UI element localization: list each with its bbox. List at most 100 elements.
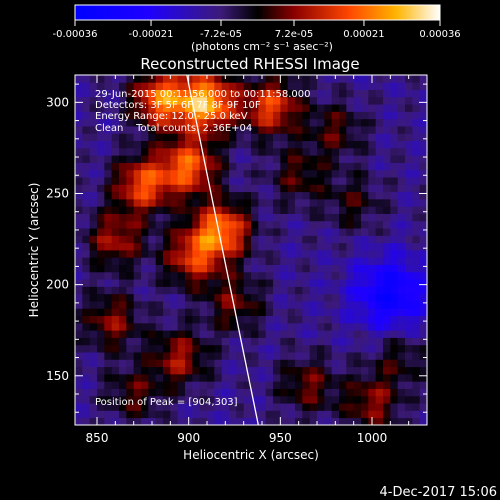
heatmap-cell	[280, 337, 289, 346]
heatmap-cell	[214, 198, 223, 207]
heatmap-cell	[383, 344, 391, 353]
heatmap-cell	[170, 198, 179, 207]
heatmap-cell	[361, 271, 369, 280]
heatmap-cell	[368, 250, 377, 258]
heatmap-cell	[126, 381, 135, 389]
heatmap-cell	[141, 126, 149, 134]
heatmap-cell	[397, 352, 406, 360]
heatmap-cell	[119, 403, 127, 411]
heatmap-cell	[361, 242, 369, 251]
heatmap-cell	[339, 352, 347, 360]
heatmap-cell	[331, 257, 340, 265]
heatmap-cell	[221, 410, 230, 419]
heatmap-cell	[251, 352, 259, 360]
heatmap-cell	[199, 330, 208, 338]
heatmap-cell	[170, 147, 179, 156]
heatmap-cell	[295, 213, 303, 222]
heatmap-cell	[309, 184, 318, 193]
heatmap-cell	[89, 169, 98, 178]
heatmap-cell	[133, 169, 142, 178]
heatmap-cell	[177, 133, 186, 142]
heatmap-cell	[104, 250, 113, 258]
heatmap-cell	[192, 82, 201, 90]
heatmap-cell	[111, 242, 120, 251]
heatmap-cell	[82, 344, 91, 353]
heatmap-cell	[148, 308, 157, 317]
heatmap-cell	[192, 242, 201, 251]
heatmap-cell	[331, 118, 340, 127]
heatmap-cell	[295, 330, 303, 338]
heatmap-cell	[412, 155, 421, 163]
heatmap-cell	[141, 257, 149, 265]
heatmap-cell	[390, 126, 399, 134]
heatmap-cell	[119, 330, 127, 338]
heatmap-cell	[75, 330, 83, 338]
heatmap-cell	[236, 271, 245, 280]
heatmap-cell	[97, 279, 105, 287]
heatmap-cell	[177, 366, 186, 375]
heatmap-cell	[207, 147, 215, 156]
heatmap-cell	[405, 264, 413, 273]
heatmap-cell	[331, 344, 340, 353]
heatmap-cell	[339, 155, 347, 163]
heatmap-cell	[280, 155, 289, 163]
heatmap-cell	[126, 301, 135, 309]
heatmap-cell	[295, 191, 303, 200]
heatmap-cell	[177, 96, 186, 105]
heatmap-cell	[141, 344, 149, 353]
heatmap-cell	[419, 271, 427, 280]
heatmap-cell	[126, 228, 135, 236]
heatmap-cell	[104, 198, 113, 207]
heatmap-cell	[126, 410, 135, 419]
heatmap-cell	[148, 293, 157, 302]
heatmap-cell	[265, 169, 274, 178]
heatmap-cell	[412, 366, 421, 375]
heatmap-cell	[126, 315, 135, 324]
heatmap-cell	[104, 82, 113, 90]
heatmap-cell	[353, 184, 362, 193]
heatmap-cell	[133, 373, 142, 382]
heatmap-cell	[397, 75, 406, 83]
heatmap-cell	[361, 162, 369, 171]
heatmap-cell	[192, 279, 201, 287]
heatmap-cell	[258, 293, 267, 302]
y-tick-label: 200	[46, 278, 69, 292]
heatmap-cell	[273, 242, 281, 251]
heatmap-cell	[368, 177, 377, 185]
heatmap-cell	[155, 271, 164, 280]
heatmap-cell	[148, 250, 157, 258]
heatmap-cell	[317, 293, 325, 302]
heatmap-cell	[295, 322, 303, 331]
heatmap-cell	[126, 366, 135, 375]
heatmap-cell	[243, 177, 252, 185]
heatmap-cell	[243, 96, 252, 105]
heatmap-cell	[126, 213, 135, 222]
heatmap-cell	[390, 169, 399, 178]
heatmap-cell	[221, 220, 230, 229]
heatmap-cell	[89, 344, 98, 353]
heatmap-cell	[302, 366, 311, 375]
heatmap-cell	[353, 155, 362, 163]
heatmap-cell	[361, 177, 369, 185]
heatmap-cell	[361, 89, 369, 98]
heatmap-cell	[280, 315, 289, 324]
heatmap-cell	[155, 126, 164, 134]
heatmap-cell	[324, 359, 333, 368]
heatmap-cell	[368, 242, 377, 251]
heatmap-cell	[309, 271, 318, 280]
heatmap-cell	[361, 250, 369, 258]
heatmap-cell	[192, 162, 201, 171]
heatmap-cell	[258, 140, 267, 149]
heatmap-cell	[405, 395, 413, 404]
heatmap-cell	[375, 322, 384, 331]
heatmap-cell	[207, 235, 215, 244]
heatmap-cell	[148, 359, 157, 368]
heatmap-cell	[89, 417, 98, 425]
heatmap-cell	[82, 213, 91, 222]
heatmap-cell	[119, 155, 127, 163]
heatmap-cell	[295, 381, 303, 389]
heatmap-cell	[390, 359, 399, 368]
heatmap-cell	[89, 184, 98, 193]
heatmap-cell	[177, 75, 186, 83]
heatmap-cell	[97, 169, 105, 178]
